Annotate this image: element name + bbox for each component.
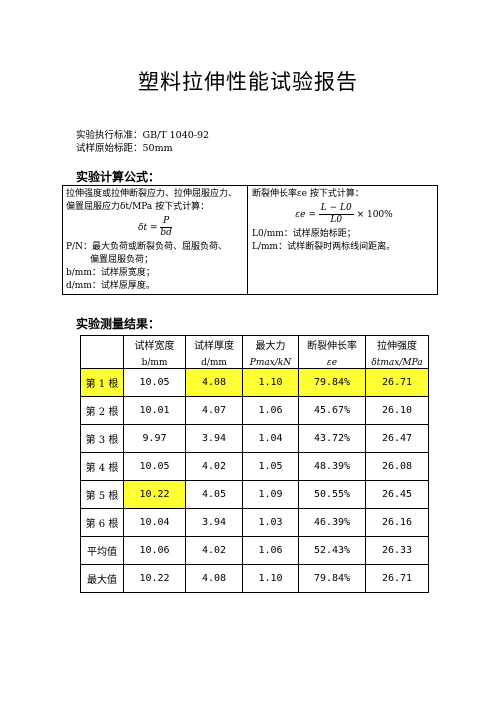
cell-thickness: 4.08	[185, 368, 243, 397]
cell-elongation: 52.43%	[298, 536, 366, 565]
elongation-fraction: L − L0 L0	[318, 203, 354, 226]
cell-thickness: 4.02	[185, 452, 243, 481]
header-elongation: 断裂伸长率 εe	[298, 335, 366, 369]
cell-max-force: 1.09	[242, 480, 299, 509]
cell-width: 10.06	[123, 536, 186, 565]
header-max-force: 最大力 Pmax/kN	[242, 335, 299, 369]
page-title: 塑料拉伸性能试验报告	[138, 70, 358, 94]
table-row: 第 4 根 10.05 4.02 1.05 48.39% 26.08	[80, 452, 429, 481]
row-label: 第 6 根	[80, 508, 124, 537]
standard-line: 实验执行标准：GB/T 1040-92	[76, 130, 210, 141]
row-label: 最大值	[80, 564, 124, 593]
cell-tensile-strength: 26.08	[365, 452, 429, 481]
tensile-strength-formula-cell: 拉伸强度或拉伸断裂应力、拉伸屈服应力、偏置屈服应力δt/MPa 按下式计算： δ…	[66, 188, 244, 293]
table-row: 第 5 根 10.22 4.05 1.09 50.55% 26.45	[80, 480, 429, 509]
elongation-formula-lhs: εe =	[295, 210, 316, 220]
def-p-line1: P/N：最大负荷或断裂负荷、屈服负荷、	[66, 242, 227, 252]
cell-elongation: 79.84%	[298, 368, 366, 397]
row-label: 第 2 根	[80, 396, 124, 425]
tensile-intro: 拉伸强度或拉伸断裂应力、拉伸屈服应力、偏置屈服应力δt/MPa 按下式计算：	[66, 189, 238, 212]
cell-width: 10.01	[123, 396, 186, 425]
cell-max-force: 1.05	[242, 452, 299, 481]
header-tensile-strength: 拉伸强度 δtmax/MPa	[365, 335, 429, 369]
elongation-denominator: L0	[330, 215, 343, 225]
cell-thickness: 4.08	[185, 564, 243, 593]
cell-width: 10.22	[123, 480, 186, 509]
row-label: 第 5 根	[80, 480, 124, 509]
table-header-row: 试样宽度 b/mm 试样厚度 d/mm 最大力 Pmax/kN 断裂伸长率 εe…	[80, 335, 429, 369]
cell-elongation: 48.39%	[298, 452, 366, 481]
cell-width: 10.22	[123, 564, 186, 593]
row-label: 第 1 根	[80, 368, 124, 397]
table-row: 第 2 根 10.01 4.07 1.06 45.67% 26.10	[80, 396, 429, 425]
cell-elongation: 50.55%	[298, 480, 366, 509]
def-d: d/mm：试样原厚度。	[66, 281, 155, 291]
results-heading: 实验测量结果：	[76, 317, 161, 331]
cell-max-force: 1.06	[242, 536, 299, 565]
elongation-numerator: L − L0	[318, 203, 354, 215]
cell-tensile-strength: 26.45	[365, 480, 429, 509]
cell-elongation: 46.39%	[298, 508, 366, 537]
table-row: 第 6 根 10.04 3.94 1.03 46.39% 26.16	[80, 508, 429, 537]
tensile-denominator: bd	[160, 228, 172, 238]
cell-tensile-strength: 26.71	[365, 564, 429, 593]
cell-thickness: 4.05	[185, 480, 243, 509]
def-l: L/mm：试样断裂时两标线间距离。	[252, 242, 396, 252]
cell-max-force: 1.04	[242, 424, 299, 453]
cell-thickness: 3.94	[185, 424, 243, 453]
table-row: 最大值 10.22 4.08 1.10 79.84% 26.71	[80, 564, 429, 593]
cell-width: 10.05	[123, 368, 186, 397]
elongation-formula-tail: × 100%	[356, 210, 393, 220]
cell-elongation: 79.84%	[298, 564, 366, 593]
table-row: 第 3 根 9.97 3.94 1.04 43.72% 26.47	[80, 424, 429, 453]
cell-tensile-strength: 26.16	[365, 508, 429, 537]
cell-thickness: 4.07	[185, 396, 243, 425]
row-label: 平均值	[80, 536, 124, 565]
def-l0: L0/mm：试样原始标距；	[252, 229, 356, 239]
formula-box: 拉伸强度或拉伸断裂应力、拉伸屈服应力、偏置屈服应力δt/MPa 按下式计算： δ…	[62, 185, 438, 295]
elongation-formula-cell: 断裂伸长率εe 按下式计算： εe = L − L0 L0 × 100% L0/…	[252, 188, 436, 254]
tensile-formula: δt = P bd	[66, 216, 244, 239]
gauge-length-line: 试样原始标距：50mm	[76, 143, 173, 154]
header-corner	[80, 335, 124, 369]
elongation-formula: εe = L − L0 L0 × 100%	[252, 203, 436, 226]
cell-thickness: 3.94	[185, 508, 243, 537]
table-row: 第 1 根 10.05 4.08 1.10 79.84% 26.71	[80, 368, 429, 397]
tensile-numerator: P	[160, 216, 172, 228]
tensile-formula-lhs: δt =	[138, 223, 158, 233]
header-thickness: 试样厚度 d/mm	[185, 335, 243, 369]
cell-tensile-strength: 26.33	[365, 536, 429, 565]
tensile-fraction: P bd	[160, 216, 172, 239]
cell-elongation: 43.72%	[298, 424, 366, 453]
cell-elongation: 45.67%	[298, 396, 366, 425]
header-width: 试样宽度 b/mm	[123, 335, 186, 369]
cell-thickness: 4.02	[185, 536, 243, 565]
cell-max-force: 1.10	[242, 368, 299, 397]
cell-max-force: 1.06	[242, 396, 299, 425]
cell-tensile-strength: 26.10	[365, 396, 429, 425]
cell-tensile-strength: 26.47	[365, 424, 429, 453]
cell-width: 10.04	[123, 508, 186, 537]
cell-max-force: 1.10	[242, 564, 299, 593]
row-label: 第 4 根	[80, 452, 124, 481]
cell-width: 10.05	[123, 452, 186, 481]
cell-width: 9.97	[123, 424, 186, 453]
column-divider	[247, 186, 248, 294]
def-p-line2: 偏置屈服负荷；	[90, 255, 154, 265]
row-label: 第 3 根	[80, 424, 124, 453]
table-row: 平均值 10.06 4.02 1.06 52.43% 26.33	[80, 536, 429, 565]
results-table: 试样宽度 b/mm 试样厚度 d/mm 最大力 Pmax/kN 断裂伸长率 εe…	[80, 335, 429, 593]
formula-heading: 实验计算公式：	[76, 170, 161, 184]
elongation-intro: 断裂伸长率εe 按下式计算：	[252, 189, 364, 199]
cell-max-force: 1.03	[242, 508, 299, 537]
def-b: b/mm：试样原宽度；	[66, 268, 155, 278]
cell-tensile-strength: 26.71	[365, 368, 429, 397]
